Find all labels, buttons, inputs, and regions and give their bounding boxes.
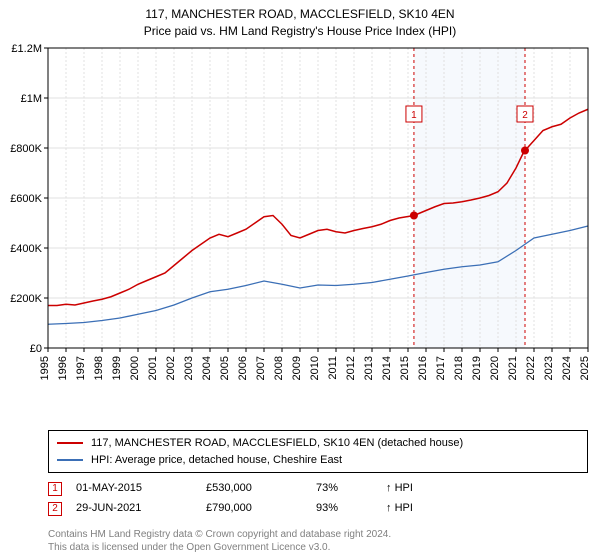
chart-area: £0£200K£400K£600K£800K£1M£1.2M1995199619… [48,48,588,388]
sale-marker-2: 2 [48,502,62,516]
sale-marker-1: 1 [48,482,62,496]
svg-text:2021: 2021 [507,356,519,380]
legend-frame: 117, MANCHESTER ROAD, MACCLESFIELD, SK10… [48,430,588,473]
svg-text:2004: 2004 [201,356,213,380]
svg-text:2024: 2024 [561,356,573,380]
footer-note: Contains HM Land Registry data © Crown c… [48,528,391,554]
svg-text:1: 1 [411,110,417,121]
svg-text:2000: 2000 [129,356,141,380]
svg-text:2018: 2018 [453,356,465,380]
svg-text:2009: 2009 [291,356,303,380]
legend-row-hpi: HPI: Average price, detached house, Ches… [57,452,579,469]
svg-text:£200K: £200K [10,293,42,305]
svg-text:2008: 2008 [273,356,285,380]
svg-text:2003: 2003 [183,356,195,380]
footer-line-1: Contains HM Land Registry data © Crown c… [48,528,391,541]
svg-text:£400K: £400K [10,243,42,255]
svg-text:2013: 2013 [363,356,375,380]
sale-date-2: 29-JUN-2021 [76,499,206,519]
title-line-1: 117, MANCHESTER ROAD, MACCLESFIELD, SK10… [0,6,600,23]
svg-text:2019: 2019 [471,356,483,380]
svg-text:2017: 2017 [435,356,447,380]
legend-label-hpi: HPI: Average price, detached house, Ches… [91,452,342,469]
chart-title-block: 117, MANCHESTER ROAD, MACCLESFIELD, SK10… [0,0,600,40]
title-line-2: Price paid vs. HM Land Registry's House … [0,23,600,40]
legend-swatch-price [57,442,83,444]
svg-text:1996: 1996 [57,356,69,380]
svg-text:£800K: £800K [10,143,42,155]
svg-text:1998: 1998 [93,356,105,380]
sale-pct-1: 73% [316,479,386,499]
sale-pct-2: 93% [316,499,386,519]
svg-text:1995: 1995 [39,356,51,380]
svg-text:1999: 1999 [111,356,123,380]
footer-line-2: This data is licensed under the Open Gov… [48,541,391,554]
chart-svg: £0£200K£400K£600K£800K£1M£1.2M1995199619… [48,48,588,428]
svg-text:2015: 2015 [399,356,411,380]
sales-table: 1 01-MAY-2015 £530,000 73% ↑ HPI 2 29-JU… [48,479,588,519]
svg-text:£1M: £1M [21,93,42,105]
svg-text:2001: 2001 [147,356,159,380]
sale-price-1: £530,000 [206,479,316,499]
sale-row-2: 2 29-JUN-2021 £790,000 93% ↑ HPI [48,499,588,519]
sale-marker-1-id: 1 [52,480,58,498]
svg-text:2002: 2002 [165,356,177,380]
sale-row-1: 1 01-MAY-2015 £530,000 73% ↑ HPI [48,479,588,499]
svg-text:2007: 2007 [255,356,267,380]
svg-text:2012: 2012 [345,356,357,380]
svg-text:2020: 2020 [489,356,501,380]
legend-and-sales: 117, MANCHESTER ROAD, MACCLESFIELD, SK10… [48,430,588,519]
svg-text:£0: £0 [30,343,42,355]
sale-marker-2-id: 2 [52,500,58,518]
svg-text:2025: 2025 [579,356,591,380]
sale-price-2: £790,000 [206,499,316,519]
sale-arrow-2: ↑ HPI [386,499,436,519]
legend-swatch-hpi [57,459,83,461]
sale-arrow-1: ↑ HPI [386,479,436,499]
svg-text:£1.2M: £1.2M [11,43,42,55]
svg-text:1997: 1997 [75,356,87,380]
svg-text:2010: 2010 [309,356,321,380]
svg-text:2022: 2022 [525,356,537,380]
svg-text:2016: 2016 [417,356,429,380]
svg-text:£600K: £600K [10,193,42,205]
svg-text:2014: 2014 [381,356,393,380]
svg-text:2011: 2011 [327,356,339,380]
svg-text:2023: 2023 [543,356,555,380]
svg-text:2005: 2005 [219,356,231,380]
sale-date-1: 01-MAY-2015 [76,479,206,499]
svg-text:2: 2 [522,110,528,121]
legend-label-price: 117, MANCHESTER ROAD, MACCLESFIELD, SK10… [91,435,463,452]
svg-text:2006: 2006 [237,356,249,380]
legend-row-price: 117, MANCHESTER ROAD, MACCLESFIELD, SK10… [57,435,579,452]
